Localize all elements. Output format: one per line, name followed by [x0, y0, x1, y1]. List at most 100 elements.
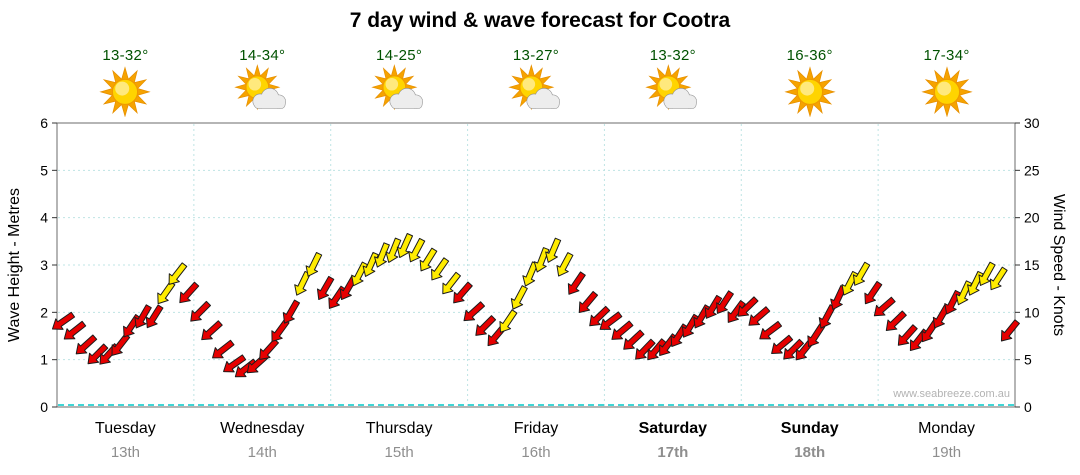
- day-date-label: 18th: [794, 444, 826, 461]
- wind-arrow: [419, 247, 438, 272]
- wind-arrow: [635, 338, 656, 360]
- wind-arrow: [374, 242, 390, 268]
- wind-arrow: [51, 311, 76, 330]
- day-date-label: 15th: [384, 444, 414, 461]
- day-date-label: 13th: [110, 444, 141, 461]
- wind-arrow: [499, 309, 518, 333]
- wind-arrow: [873, 296, 896, 317]
- wind-arrow: [589, 305, 611, 327]
- wind-arrow: [463, 301, 486, 322]
- wind-arrow: [545, 237, 562, 263]
- wind-arrow: [453, 281, 473, 304]
- wind-arrow: [282, 299, 301, 324]
- wind-arrow: [783, 338, 804, 360]
- day-temp-range: 14-34°: [239, 47, 286, 64]
- wind-arrow: [201, 320, 223, 341]
- left-tick-label: 3: [40, 257, 48, 273]
- wind-arrow: [611, 320, 634, 340]
- left-tick-label: 5: [40, 162, 48, 178]
- wind-arrow: [75, 334, 98, 355]
- sun-icon: [784, 66, 836, 117]
- day-name-label: Thursday: [365, 420, 433, 437]
- right-tick-label: 0: [1024, 399, 1032, 415]
- left-tick-label: 6: [40, 115, 48, 131]
- watermark: www.seabreeze.com.au: [893, 388, 1010, 400]
- wind-arrow: [647, 338, 667, 361]
- right-tick-label: 30: [1024, 115, 1040, 131]
- sunny-icon: [920, 66, 973, 117]
- wind-arrow: [897, 324, 918, 346]
- day-temp-range: 14-25°: [376, 47, 423, 64]
- cloud-icon: [252, 88, 287, 109]
- wind-arrow: [408, 237, 426, 263]
- day-temp-range: 17-34°: [923, 47, 970, 64]
- wind-arrow: [704, 294, 723, 319]
- wind-arrow: [259, 338, 280, 360]
- wind-arrow: [989, 266, 1008, 291]
- wind-arrow: [852, 261, 871, 286]
- cloud-icon: [389, 88, 424, 109]
- right-tick-label: 5: [1024, 352, 1032, 368]
- wind-arrow: [599, 311, 623, 330]
- wind-arrow: [556, 252, 574, 277]
- wind-arrow: [1000, 319, 1020, 342]
- wind-arrow: [727, 299, 746, 323]
- wind-arrow: [567, 271, 586, 295]
- left-tick-label: 1: [40, 352, 48, 368]
- wind-arrow: [533, 247, 550, 273]
- day-date-label: 16th: [521, 444, 551, 461]
- right-tick-label: 20: [1024, 210, 1040, 226]
- wind-arrow: [442, 271, 461, 295]
- sun-cloud-icon: [371, 64, 424, 111]
- day-name-label: Saturday: [638, 420, 708, 437]
- day-date-label: 19th: [931, 444, 962, 461]
- wind-arrow: [134, 304, 152, 329]
- day-date-label: 17th: [657, 444, 689, 461]
- wind-arrow: [885, 310, 907, 331]
- cloud-icon: [526, 88, 560, 109]
- wind-arrow: [578, 290, 599, 313]
- day-name-label: Friday: [513, 420, 559, 437]
- day-name-label: Tuesday: [95, 420, 156, 437]
- wind-arrow: [157, 280, 176, 305]
- wind-arrow: [145, 304, 164, 329]
- wind-arrow: [168, 262, 188, 285]
- wind-arrow: [179, 281, 200, 304]
- wind-arrow: [716, 290, 734, 314]
- left-tick-label: 4: [40, 210, 48, 226]
- wind-arrow: [510, 285, 528, 310]
- sun-icon: [920, 66, 973, 117]
- page-title: 7 day wind & wave forecast for Cootra: [349, 9, 731, 32]
- day-temp-range: 16-36°: [786, 47, 833, 64]
- sun-icon: [99, 66, 152, 117]
- wind-arrow: [623, 329, 645, 350]
- wind-arrow: [748, 306, 771, 326]
- left-tick-label: 0: [40, 399, 48, 415]
- sun-cloud-icon: [645, 64, 697, 111]
- wind-arrow: [759, 320, 783, 340]
- day-temp-range: 13-32°: [649, 47, 696, 64]
- left-tick-label: 2: [40, 304, 48, 320]
- right-tick-label: 25: [1024, 162, 1040, 178]
- day-name-label: Monday: [918, 420, 976, 437]
- wind-arrow: [864, 280, 883, 305]
- day-name-label: Sunday: [780, 420, 839, 437]
- right-tick-label: 15: [1024, 257, 1040, 273]
- right-tick-label: 10: [1024, 304, 1040, 320]
- sun-cloud-icon: [234, 64, 287, 111]
- wind-arrow: [63, 320, 87, 340]
- day-date-label: 14th: [247, 444, 277, 461]
- wind-arrow: [316, 275, 335, 301]
- wind-arrow: [385, 237, 402, 263]
- sunny-icon: [784, 66, 836, 117]
- wind-arrow: [212, 339, 235, 359]
- wind-arrow: [223, 354, 247, 373]
- day-name-label: Wednesday: [220, 420, 305, 437]
- wind-arrow: [978, 261, 996, 286]
- cloud-icon: [663, 88, 697, 109]
- sunny-icon: [99, 66, 152, 117]
- wind-arrow: [737, 296, 759, 317]
- sun-cloud-icon: [508, 64, 560, 111]
